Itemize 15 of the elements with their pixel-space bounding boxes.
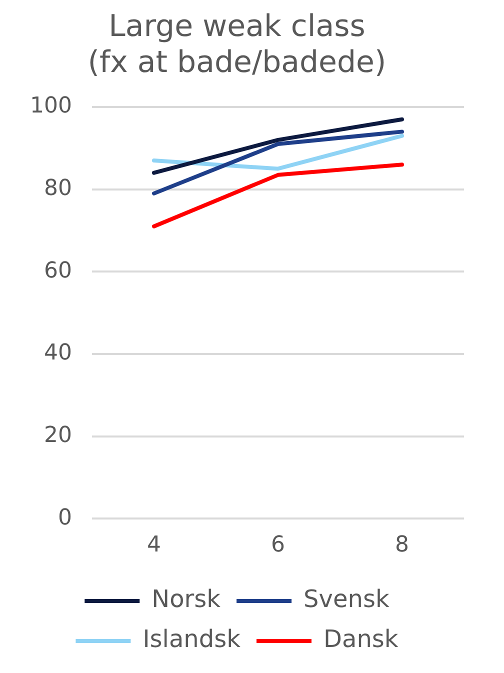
legend-label: Dansk	[324, 625, 398, 654]
legend-label: Islandsk	[142, 625, 241, 654]
y-tick-label: 0	[58, 505, 72, 530]
text: (fx at bade/badede)	[88, 44, 386, 80]
legend-label: Norsk	[152, 585, 221, 614]
x-tick-label: 8	[395, 532, 409, 558]
y-tick-label: 20	[44, 423, 72, 448]
y-tick-label: 60	[44, 258, 72, 284]
text: Large weak class	[108, 8, 366, 44]
x-tick-label: 4	[146, 532, 161, 558]
x-tick-label: 6	[270, 532, 285, 558]
y-tick-label: 40	[44, 340, 72, 366]
y-tick-label: 100	[30, 94, 72, 119]
legend-label: Svensk	[304, 585, 390, 614]
y-tick-label: 80	[44, 176, 72, 202]
